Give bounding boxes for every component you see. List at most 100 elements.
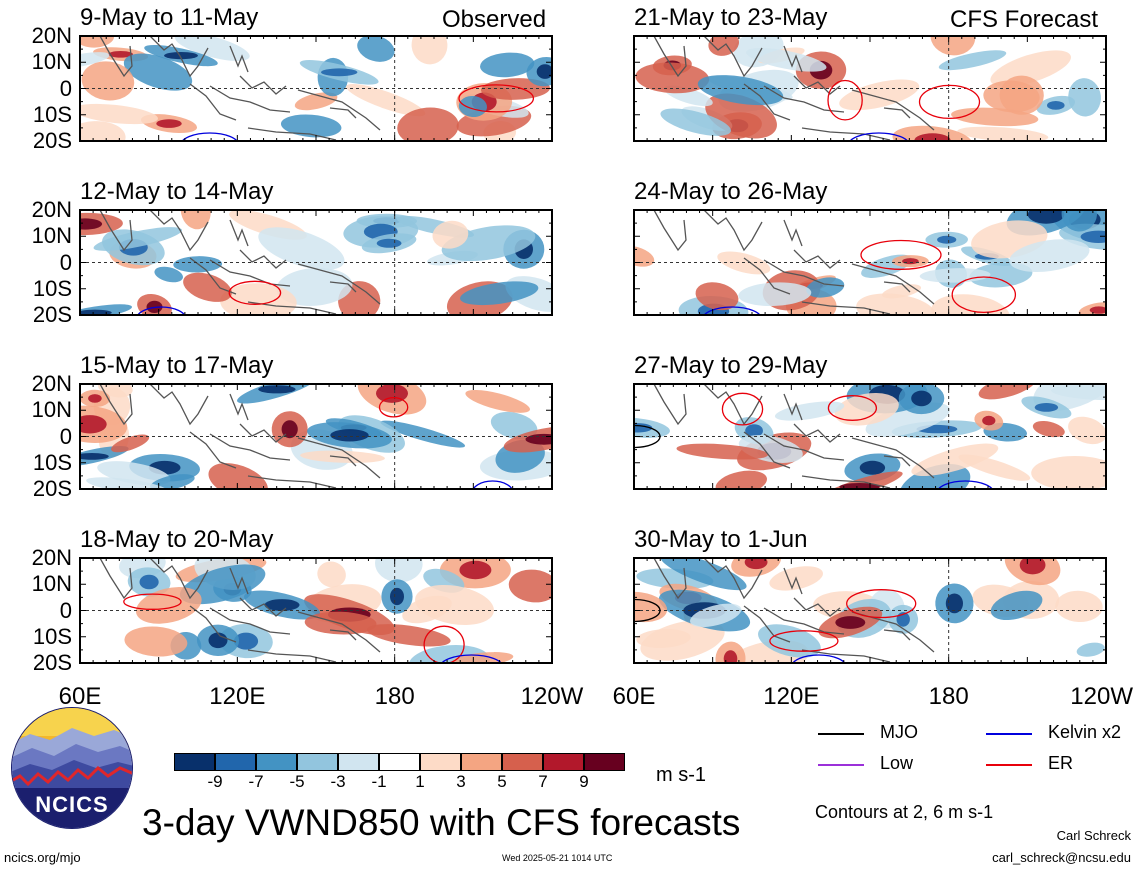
anomaly-core: [536, 64, 552, 79]
colorbar-swatch: [297, 753, 338, 771]
coastline: [329, 107, 357, 119]
er-contour: [860, 239, 942, 270]
x-tick-label: 60E: [612, 683, 656, 710]
anomaly-patch: [397, 107, 459, 141]
panel-title: 24-May to 26-May: [634, 178, 828, 205]
anomaly-core: [258, 385, 296, 394]
coastline: [883, 281, 911, 293]
coastline: [793, 597, 841, 617]
y-tick-label: 0: [59, 249, 72, 275]
anomaly-core: [321, 68, 358, 77]
colorbar-tick-label: -7: [248, 772, 264, 791]
coastline: [297, 611, 381, 653]
mjo-contour: [634, 598, 661, 623]
legend-line: [986, 733, 1032, 735]
colorbar-tick-label: -1: [371, 772, 387, 791]
anomaly-patch: [465, 389, 530, 413]
legend-label: Kelvin x2: [1048, 722, 1122, 742]
chart-title: 3-day VWND850 with CFS forecasts: [142, 802, 741, 843]
forecast-tag: CFS Forecast: [950, 6, 1099, 33]
colorbar-swatch: [174, 753, 215, 771]
coastline: [329, 455, 357, 467]
er-contour: [827, 395, 878, 421]
anomaly-core: [902, 258, 919, 265]
coastline: [801, 649, 891, 663]
anomaly-core: [390, 587, 404, 606]
coastline: [763, 259, 845, 287]
panel-map: [633, 209, 1107, 316]
anomaly-core: [108, 51, 133, 58]
anomaly-patch: [938, 50, 1007, 71]
anomaly-patch: [1032, 421, 1065, 438]
anomaly-patch: [708, 36, 739, 56]
legend-label: ER: [1048, 753, 1074, 773]
anomaly-patch: [183, 272, 232, 302]
y-tick-label: 10N: [31, 571, 72, 597]
colorbar-swatch: [502, 753, 543, 771]
anomaly-core: [80, 453, 109, 460]
anomaly-core: [1034, 403, 1059, 412]
anomaly-patch: [1009, 239, 1090, 272]
colorbar-swatch: [543, 753, 584, 771]
coastline: [653, 36, 687, 78]
coastline: [297, 437, 381, 479]
panel-title: 21-May to 23-May: [634, 4, 828, 31]
anomaly-patch: [1068, 78, 1101, 117]
observed-tag: Observed: [442, 6, 547, 33]
anomaly-core: [859, 460, 886, 475]
anomaly-core: [937, 235, 957, 244]
y-tick-label: 20N: [31, 545, 72, 570]
kelvin-contour: [472, 480, 513, 489]
anomaly-patch: [208, 463, 268, 489]
anomaly-patch: [660, 558, 747, 591]
coastline: [851, 263, 935, 305]
legend-line: [986, 764, 1032, 766]
contours-note: Contours at 2, 6 m s-1: [815, 802, 994, 822]
colorbar-swatch: [215, 753, 256, 771]
legend-label: Low: [880, 753, 914, 773]
coastline: [189, 605, 237, 643]
coastline: [783, 45, 803, 73]
coastline: [703, 558, 763, 600]
anomaly-patch: [1068, 416, 1106, 445]
kelvin-contour: [137, 306, 186, 315]
anomaly-core: [330, 429, 369, 442]
colorbar-tick-label: 9: [579, 772, 589, 791]
coastline: [247, 649, 337, 663]
anomaly-core: [744, 558, 768, 570]
anomaly-core: [745, 424, 763, 438]
coastline: [883, 629, 911, 641]
anomaly-patch: [458, 95, 487, 118]
colorbar-tick-label: 5: [497, 772, 507, 791]
anomaly-patch: [280, 114, 342, 138]
coastline: [149, 384, 209, 426]
coastline: [783, 219, 803, 247]
anomaly-core: [164, 52, 198, 60]
author: Carl Schreck: [1056, 828, 1131, 843]
anomaly-patch: [1033, 384, 1106, 411]
coastline: [743, 605, 791, 643]
anomaly-patch: [154, 266, 183, 283]
y-tick-label: 0: [59, 423, 72, 449]
coastline: [239, 597, 287, 617]
anomaly-core: [1027, 210, 1065, 224]
anomaly-patch: [1055, 590, 1103, 623]
colorbar-tick-label: -5: [289, 772, 305, 791]
colorbar-swatch: [461, 753, 502, 771]
coastline: [851, 437, 935, 479]
anomaly-core: [208, 632, 228, 649]
anomaly-patch: [93, 227, 183, 251]
coastline: [743, 83, 791, 121]
colorbar-swatch: [420, 753, 461, 771]
coastline: [783, 567, 803, 595]
y-tick-label: 20S: [32, 302, 72, 327]
coastline: [763, 607, 845, 635]
y-tick-label: 10N: [31, 397, 72, 423]
anomaly-core: [1080, 230, 1106, 243]
coastline: [297, 263, 381, 305]
panel-title: 30-May to 1-Jun: [634, 526, 808, 553]
coastline: [99, 210, 133, 252]
anomaly-core: [233, 632, 259, 650]
coastline: [793, 423, 841, 443]
anomaly-patch: [1076, 642, 1105, 657]
